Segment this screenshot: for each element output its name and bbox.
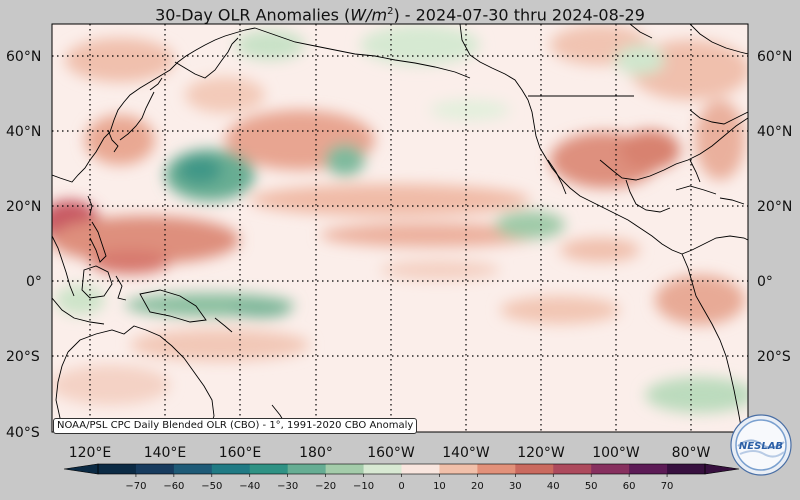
lat-label-60n: 60°N (6, 49, 41, 65)
lon-label-160w: 160°W (367, 445, 415, 461)
lat-label-20n: 20°N (6, 199, 41, 215)
lat-label-40n: 40°N (6, 124, 41, 140)
lat-label-20s: 20°S (6, 349, 40, 365)
colorbar-tick-label: −50 (201, 481, 222, 492)
lon-label-100w: 100°W (592, 445, 640, 461)
colorbar-tick-label: −40 (239, 481, 260, 492)
lat-label-40s: 40°S (6, 425, 40, 441)
lat-labels-left: 60°N 40°N 20°N 0° 20°S 40°S (6, 49, 42, 441)
colorbar-tick-label: 20 (471, 481, 484, 492)
colorbar-tick-label: 40 (547, 481, 560, 492)
lon-label-80w: 80°W (672, 445, 711, 461)
colorbar-tick-label: 60 (623, 481, 636, 492)
anomaly-field (52, 25, 748, 413)
lat-label-60n-right: 60°N (757, 49, 792, 65)
colorbar-swatch (325, 464, 365, 474)
coastlines (52, 24, 748, 432)
colorbar-swatch (287, 464, 327, 474)
map-area (52, 24, 748, 432)
colorbar-tick-label: −30 (277, 481, 298, 492)
data-credit: NOAA/PSL CPC Daily Blended OLR (CBO) - 1… (53, 418, 418, 434)
lon-label-140e: 140°E (144, 445, 187, 461)
colorbar-swatch (211, 464, 251, 474)
colorbar-swatch (477, 464, 516, 474)
colorbar-swatch (515, 464, 554, 474)
graticule (52, 24, 748, 432)
colorbar-swatch (363, 464, 402, 474)
lat-label-0: 0° (26, 274, 42, 290)
lat-label-0-right: 0° (757, 274, 773, 290)
logo-text: NESLAB (739, 441, 783, 452)
lon-label-140w: 140°W (442, 445, 490, 461)
lon-labels: 120°E 140°E 160°E 180° 160°W 140°W 120°W… (69, 445, 711, 461)
colorbar-tick-label: 30 (509, 481, 522, 492)
colorbar-swatch (135, 464, 175, 474)
colorbar-swatch (591, 464, 630, 474)
colorbar-tick-label: −60 (163, 481, 184, 492)
colorbar-tick-label: 0 (398, 481, 404, 492)
colorbar-tick-label: 50 (585, 481, 598, 492)
colorbar-swatch (553, 464, 592, 474)
colorbar-tick-label: 10 (433, 481, 446, 492)
colorbar-swatch (401, 464, 440, 474)
nes-lab-logo: NESLAB (730, 414, 792, 476)
lon-label-180: 180° (299, 445, 333, 461)
colorbar-swatch (629, 464, 668, 474)
colorbar-swatch (173, 464, 213, 474)
lat-labels-right: 60°N 40°N 20°N 0° 20°S (757, 49, 792, 365)
lon-label-120e: 120°E (69, 445, 112, 461)
colorbar-low-arrow (63, 463, 99, 475)
colorbar-swatch (667, 464, 706, 474)
lon-label-120w: 120°W (517, 445, 565, 461)
colorbar: −70 −60 −50 −40 −30 −20 −10 0 10 20 30 40 50 60 70 (63, 463, 740, 492)
colorbar-tick-label: 70 (661, 481, 674, 492)
colorbar-swatch (249, 464, 289, 474)
lon-label-160e: 160°E (219, 445, 262, 461)
lat-label-20n-right: 20°N (757, 199, 792, 215)
colorbar-tick-label: −70 (125, 481, 146, 492)
lat-label-40n-right: 40°N (757, 124, 792, 140)
colorbar-tick-label: −10 (353, 481, 374, 492)
colorbar-tick-label: −20 (315, 481, 336, 492)
colorbar-swatch (439, 464, 478, 474)
map-title: 30-Day OLR Anomalies (W/m2) - 2024-07-30… (155, 5, 645, 25)
lat-label-20s-right: 20°S (757, 349, 791, 365)
colorbar-swatch (98, 464, 137, 474)
